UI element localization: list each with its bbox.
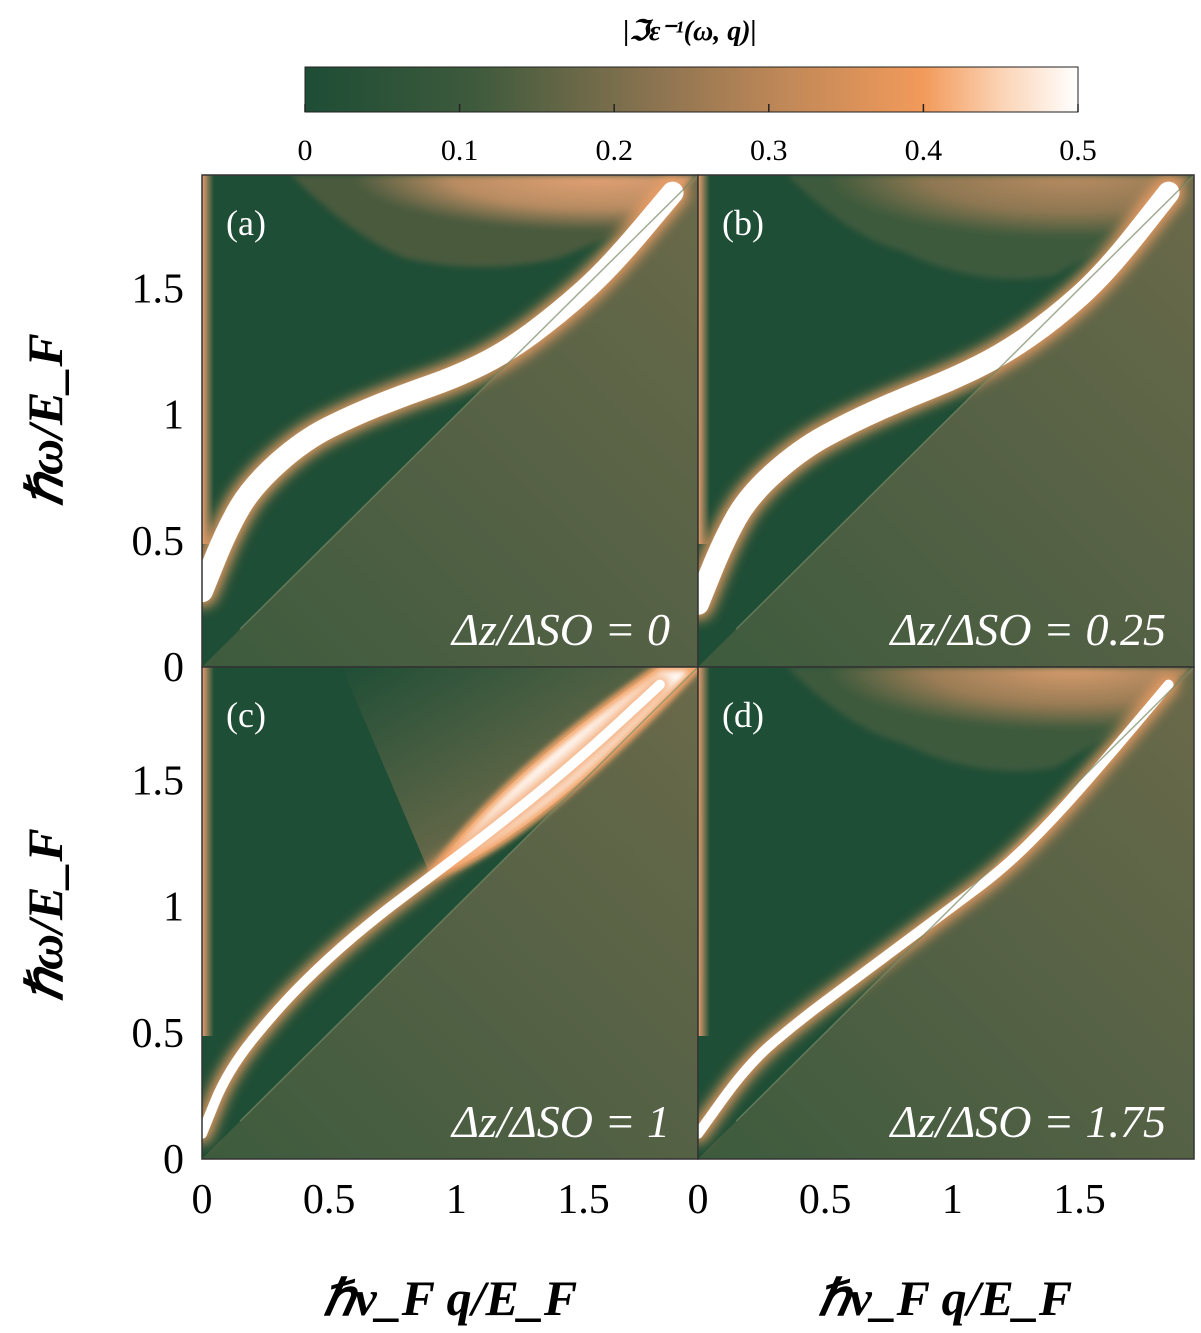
panel-c: (c) Δz/ΔSO = 1 — [201, 666, 699, 1160]
panel-d: (d) Δz/ΔSO = 1.75 — [697, 666, 1195, 1160]
x-tick-label: 1 — [446, 1177, 467, 1223]
colorbar-title: |ℑε⁻¹(ω, q)| — [623, 16, 756, 47]
y-tick-label: 0.5 — [132, 519, 185, 565]
panel-annotation: Δz/ΔSO = 0 — [450, 604, 670, 655]
colorbar-tick-label: 0.1 — [441, 134, 479, 167]
left-edge-strip — [202, 667, 214, 1036]
x-axis-label-right: ℏν_F q/E_F — [818, 1270, 1072, 1326]
y-tick-label: 1.5 — [132, 267, 185, 313]
x-tick-label: 0 — [192, 1177, 213, 1223]
y-tick-label: 1 — [163, 393, 184, 439]
diagonal-line — [735, 667, 1194, 1122]
colorbar-tick-label: 0.3 — [750, 134, 788, 167]
panel-annotation: Δz/ΔSO = 1 — [450, 1096, 670, 1147]
interband-continuum — [291, 175, 698, 268]
colorbar-tick-label: 0.2 — [595, 134, 633, 167]
colorbar-ticks: 0 0.1 0.2 0.3 0.4 0.5 — [298, 104, 1097, 167]
y-tick-label: 1.5 — [132, 759, 185, 805]
panel-annotation: Δz/ΔSO = 1.75 — [889, 1096, 1166, 1147]
plasmon-core — [202, 683, 661, 1135]
panel-b: (b) Δz/ΔSO = 0.25 — [697, 174, 1195, 668]
plasmon-core — [698, 191, 1170, 605]
interband-continuum — [787, 175, 1194, 280]
x-axis-label-left: ℏν_F q/E_F — [323, 1270, 577, 1326]
diagonal-line — [239, 175, 698, 630]
colorbar-tick-label: 0 — [298, 134, 313, 167]
y-tick-label: 1 — [163, 885, 184, 931]
x-tick-label: 1 — [942, 1177, 963, 1223]
diagonal-line — [735, 175, 1194, 630]
colorbar: |ℑε⁻¹(ω, q)| 0 0.1 0.2 0.3 0.4 0.5 — [298, 16, 1097, 167]
colorbar-gradient — [304, 66, 1079, 113]
colorbar-tick-label: 0.4 — [905, 134, 943, 167]
y-tick-label: 0 — [163, 645, 184, 691]
x-tick-label: 1.5 — [1053, 1177, 1106, 1223]
panel-label: (b) — [722, 203, 764, 243]
left-edge-strip — [698, 175, 710, 544]
diagonal-line — [239, 667, 698, 1122]
x-tick-label: 1.5 — [557, 1177, 610, 1223]
panel-label: (d) — [722, 695, 764, 735]
y-tick-label: 0 — [163, 1137, 184, 1183]
interband-continuum — [787, 667, 1194, 772]
x-tick-label: 0.5 — [799, 1177, 852, 1223]
panel-a: (a) Δz/ΔSO = 0 — [201, 174, 699, 668]
panel-label: (c) — [226, 695, 266, 735]
left-edge-strip — [202, 175, 214, 544]
x-tick-label: 0 — [688, 1177, 709, 1223]
x-tick-label: 0.5 — [303, 1177, 356, 1223]
colorbar-tick-label: 0.5 — [1059, 134, 1097, 167]
panel-annotation: Δz/ΔSO = 0.25 — [889, 604, 1166, 655]
y-axis-label-top: ℏω/E_F — [17, 333, 73, 506]
y-axis-label-bottom: ℏω/E_F — [17, 828, 73, 1001]
plasmon-core — [698, 683, 1170, 1135]
y-tick-label: 0.5 — [132, 1011, 185, 1057]
panel-label: (a) — [226, 203, 266, 243]
panel-frame — [697, 666, 1195, 1160]
left-edge-strip — [698, 667, 710, 1036]
